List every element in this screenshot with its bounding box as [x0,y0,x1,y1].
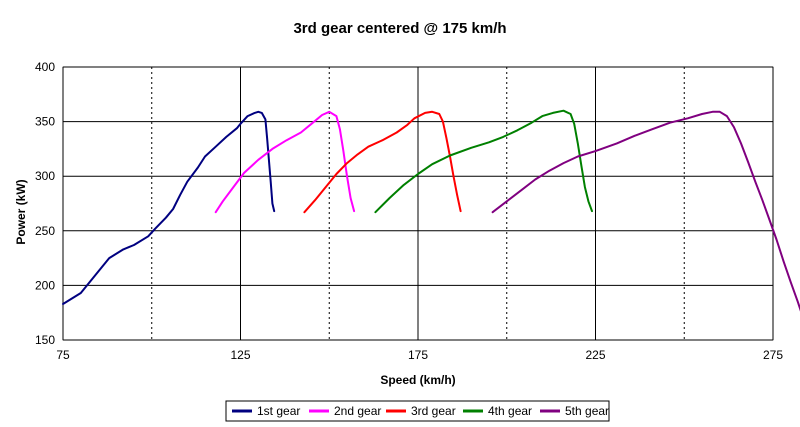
x-tick-label: 125 [230,348,250,362]
legend: 1st gear 2nd gear 3rd gear 4th gear 5th gear [225,400,610,422]
x-tick-label: 175 [408,348,428,362]
x-tick-label: 75 [56,348,70,362]
x-tick-label: 275 [763,348,783,362]
y-tick-label: 300 [35,169,55,183]
y-tick-label: 200 [35,278,55,292]
y-axis-label: Power (kW) [14,179,28,244]
y-tick-label: 150 [35,333,55,347]
legend-label: 3rd gear [411,404,456,418]
chart-title: 3rd gear centered @ 175 km/h [293,20,506,37]
y-tick-label: 250 [35,224,55,238]
grid-lines [62,66,774,341]
legend-box [225,400,610,422]
y-tick-label: 350 [35,115,55,129]
series-lines [62,109,800,312]
y-tick-labels: 150 200 250 300 350 400 [35,60,55,347]
series-line [214,110,356,214]
x-tick-label: 225 [585,348,605,362]
series-line [62,110,276,305]
x-axis-label: Speed (km/h) [380,373,455,387]
x-tick-labels: 75 125 175 225 275 [56,348,783,362]
legend-label: 1st gear [257,404,300,418]
series-line [303,110,462,214]
legend-label: 5th gear [565,404,609,418]
series-line [374,109,593,214]
legend-label: 4th gear [488,404,532,418]
y-tick-label: 400 [35,60,55,74]
legend-label: 2nd gear [334,404,381,418]
series-line [491,110,800,312]
